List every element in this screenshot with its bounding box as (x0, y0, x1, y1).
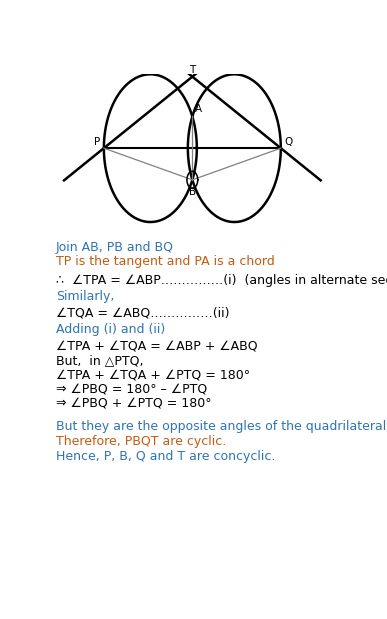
Text: TP is the tangent and PA is a chord: TP is the tangent and PA is a chord (56, 256, 275, 269)
Text: But they are the opposite angles of the quadrilateral: But they are the opposite angles of the … (56, 420, 386, 433)
Text: T: T (189, 65, 195, 75)
Text: Q: Q (284, 137, 293, 147)
Text: Similarly,: Similarly, (56, 290, 114, 303)
Text: Join AB, PB and BQ: Join AB, PB and BQ (56, 241, 174, 254)
Text: ∠TPA + ∠TQA + ∠PTQ = 180°: ∠TPA + ∠TQA + ∠PTQ = 180° (56, 368, 250, 381)
Text: ∠TQA = ∠ABQ……………(ii): ∠TQA = ∠ABQ……………(ii) (56, 306, 229, 319)
Text: ⇒ ∠PBQ = 180° – ∠PTQ: ⇒ ∠PBQ = 180° – ∠PTQ (56, 383, 207, 396)
Text: ∠TPA + ∠TQA = ∠ABP + ∠ABQ: ∠TPA + ∠TQA = ∠ABP + ∠ABQ (56, 340, 257, 353)
Text: A: A (195, 104, 202, 114)
Text: B: B (189, 188, 196, 197)
Text: Hence, P, B, Q and T are concyclic.: Hence, P, B, Q and T are concyclic. (56, 451, 275, 464)
Text: But,  in △PTQ,: But, in △PTQ, (56, 354, 143, 367)
Text: ∴  ∠TPA = ∠ABP……………(i)  (angles in alternate segment): ∴ ∠TPA = ∠ABP……………(i) (angles in alterna… (56, 274, 387, 287)
Text: ⇒ ∠PBQ + ∠PTQ = 180°: ⇒ ∠PBQ + ∠PTQ = 180° (56, 397, 212, 410)
Text: Therefore, PBQT are cyclic.: Therefore, PBQT are cyclic. (56, 435, 226, 448)
Text: Adding (i) and (ii): Adding (i) and (ii) (56, 323, 165, 336)
Text: P: P (94, 137, 100, 147)
